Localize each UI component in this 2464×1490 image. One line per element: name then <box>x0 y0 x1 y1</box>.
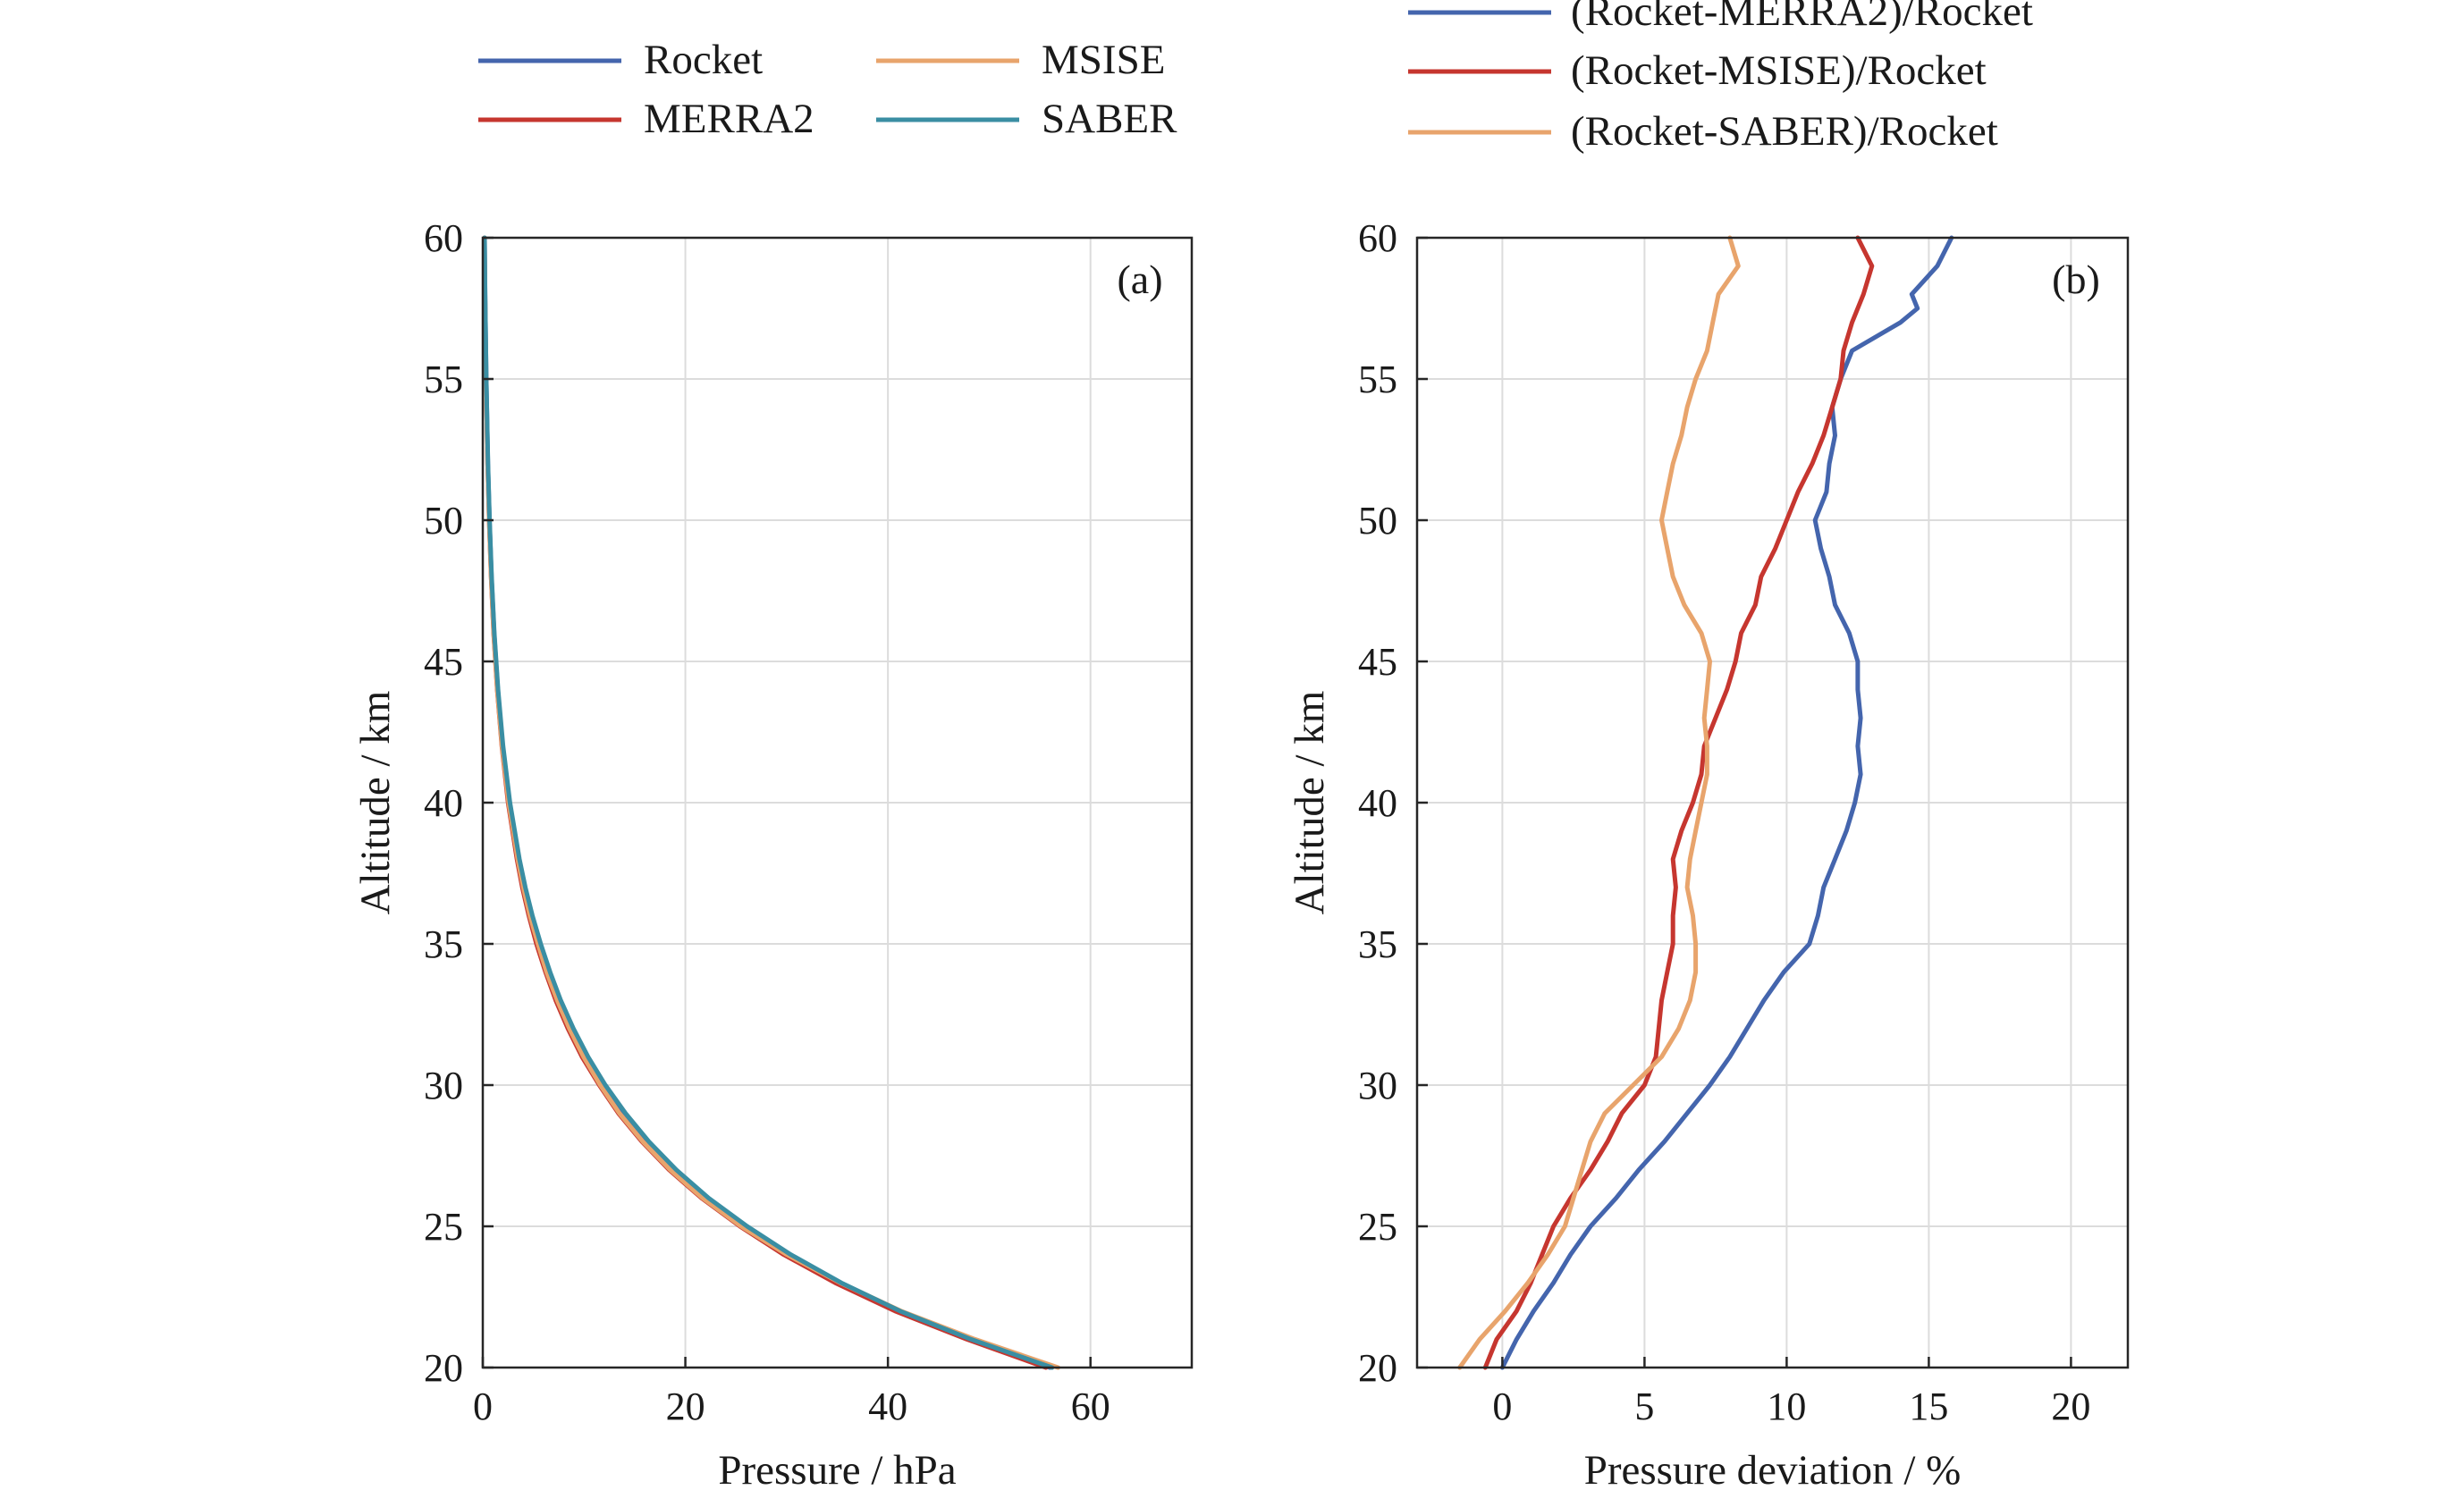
panel-b-x-tick-label-1: 5 <box>1634 1385 1654 1428</box>
panel-b-ticks: 0 5 10 15 20 20 25 30 35 40 45 50 55 60 <box>1358 216 2090 1428</box>
panel-b-y-tick-label-0: 20 <box>1358 1346 1397 1390</box>
panel-b-y-tick-label-3: 35 <box>1358 922 1397 966</box>
panel-b-y-tick-label-8: 60 <box>1358 216 1397 260</box>
panel-b-legend-label-2: (Rocket-SABER)/Rocket <box>1571 108 1998 155</box>
panel-b-y-tick-label-5: 45 <box>1358 640 1397 684</box>
panel-b-series <box>1457 235 1954 1370</box>
panel-a-x-tick-label-1: 20 <box>666 1385 705 1428</box>
panel-a-series <box>482 235 1060 1370</box>
panel-b-x-tick-label-2: 10 <box>1767 1385 1806 1428</box>
panel-b-series-1-line <box>1482 235 1875 1370</box>
panel-b-y-axis-label: Altitude / km <box>1287 691 1333 915</box>
panel-b-y-tick-label-1: 25 <box>1358 1205 1397 1249</box>
panel-b-grid <box>1417 238 2128 1368</box>
panel-a-y-tick-label-4: 40 <box>424 781 463 825</box>
panel-b-x-tick-label-3: 15 <box>1909 1385 1948 1428</box>
panel-a-x-tick-label-0: 0 <box>473 1385 493 1428</box>
panel-b-series-2-line <box>1457 235 1741 1370</box>
panel-a-label: (a) <box>1117 257 1162 302</box>
panel-b-y-tick-label-6: 50 <box>1358 499 1397 543</box>
panel-a-y-tick-label-5: 45 <box>424 640 463 684</box>
panel-b-y-tick-label-4: 40 <box>1358 781 1397 825</box>
panel-a-y-tick-label-1: 25 <box>424 1205 463 1249</box>
panel-a-legend-label-2: MSISE <box>1042 37 1165 83</box>
panel-a-y-tick-label-8: 60 <box>424 216 463 260</box>
panel-a-x-axis-label: Pressure / hPa <box>718 1447 956 1490</box>
panel-a-legend-label-3: SABER <box>1042 96 1177 142</box>
panel-a-series-3-line <box>482 235 1055 1370</box>
panel-a-y-tick-label-2: 30 <box>424 1064 463 1107</box>
panel-a-y-axis-label: Altitude / km <box>352 691 399 915</box>
panel-a-grid <box>483 238 1192 1368</box>
panel-a-y-tick-label-7: 55 <box>424 358 463 401</box>
panel-b-x-axis-label: Pressure deviation / % <box>1584 1447 1962 1490</box>
panel-b-label: (b) <box>2052 257 2100 302</box>
panel-b-y-tick-label-7: 55 <box>1358 358 1397 401</box>
panel-a-y-tick-label-6: 50 <box>424 499 463 543</box>
panel-a-x-tick-label-2: 40 <box>868 1385 907 1428</box>
panel-b-y-tick-label-2: 30 <box>1358 1064 1397 1107</box>
panel-b-deviation-chart: 0 5 10 15 20 20 25 30 35 40 45 50 55 60 (b) Pressure … <box>1287 0 2130 1490</box>
panel-a-y-tick-label-3: 35 <box>424 922 463 966</box>
panel-b-legend: (Rocket-MERRA2)/Rocket (Rocket-MSISE)/Roc… <box>1408 0 2033 155</box>
panel-a-x-tick-label-3: 60 <box>1071 1385 1110 1428</box>
panel-a-y-tick-label-0: 20 <box>424 1346 463 1390</box>
panel-a-legend: Rocket MERRA2 MSISE SABER <box>478 37 1177 142</box>
panel-b-legend-label-0: (Rocket-MERRA2)/Rocket <box>1571 0 2033 35</box>
panel-b-x-tick-label-0: 0 <box>1492 1385 1512 1428</box>
panel-b-legend-label-1: (Rocket-MSISE)/Rocket <box>1571 47 1987 94</box>
panel-b-x-tick-label-4: 20 <box>2051 1385 2090 1428</box>
panel-a-legend-label-0: Rocket <box>644 37 763 83</box>
panel-a-legend-label-1: MERRA2 <box>644 96 814 142</box>
